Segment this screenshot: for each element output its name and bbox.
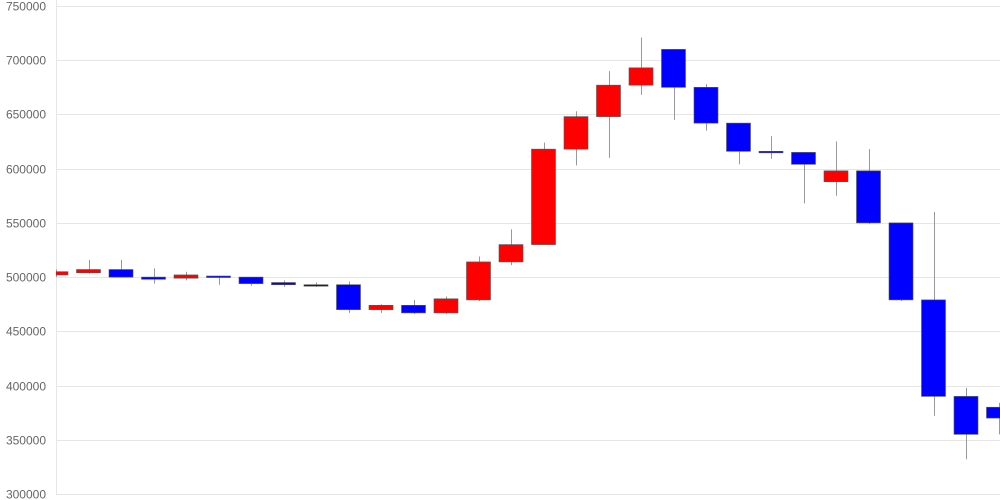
candle bbox=[888, 222, 914, 301]
candle bbox=[108, 259, 134, 278]
y-tick-label: 550000 bbox=[6, 217, 46, 231]
candle-body bbox=[433, 298, 459, 314]
candle-body bbox=[108, 269, 134, 278]
candle bbox=[921, 212, 946, 416]
candle bbox=[823, 141, 849, 196]
y-axis: 300000 350000 400000 450000 500000 550000 6000… bbox=[6, 0, 46, 500]
candle-body bbox=[303, 284, 329, 287]
candle bbox=[466, 256, 491, 301]
candle-body bbox=[791, 152, 816, 165]
candle bbox=[563, 111, 589, 166]
grid-lines bbox=[56, 0, 1000, 495]
candle-body bbox=[401, 305, 426, 314]
y-tick-label: 350000 bbox=[6, 434, 46, 448]
candle bbox=[336, 281, 361, 313]
candle-body bbox=[336, 284, 361, 310]
candle bbox=[791, 152, 816, 204]
candle-body bbox=[693, 87, 719, 124]
candle bbox=[661, 49, 686, 120]
y-tick-label: 750000 bbox=[6, 0, 46, 14]
candle bbox=[238, 276, 264, 286]
candle bbox=[56, 269, 69, 278]
candle-body bbox=[368, 305, 394, 310]
candle-body bbox=[661, 49, 686, 88]
candle-body bbox=[726, 122, 751, 152]
candle bbox=[953, 387, 979, 460]
candle bbox=[596, 71, 621, 158]
candle-body bbox=[466, 261, 491, 301]
candle bbox=[141, 268, 166, 284]
candle bbox=[76, 259, 101, 274]
candle-body bbox=[758, 151, 784, 154]
candle-body bbox=[531, 148, 556, 245]
candle bbox=[856, 149, 881, 224]
candle bbox=[303, 282, 329, 287]
candle-body bbox=[888, 222, 914, 301]
candle-body bbox=[986, 406, 1000, 419]
candle bbox=[498, 229, 524, 266]
candle-body bbox=[173, 274, 199, 279]
candle-body bbox=[238, 276, 264, 284]
candles bbox=[56, 37, 1000, 460]
candle-body bbox=[596, 84, 621, 117]
candle bbox=[531, 142, 556, 245]
candle-body bbox=[56, 271, 69, 276]
candle bbox=[758, 136, 784, 159]
candle bbox=[628, 37, 654, 95]
candle bbox=[433, 296, 459, 314]
candle bbox=[401, 299, 426, 314]
y-tick-label: 500000 bbox=[6, 271, 46, 285]
candle-body bbox=[921, 299, 946, 397]
candle-body bbox=[856, 170, 881, 224]
candle-body bbox=[823, 170, 849, 182]
y-tick-label: 450000 bbox=[6, 325, 46, 339]
y-tick-label: 700000 bbox=[6, 54, 46, 68]
candle bbox=[986, 402, 1000, 435]
candle bbox=[206, 275, 231, 285]
candle-body bbox=[271, 282, 296, 286]
candle-body bbox=[563, 116, 589, 150]
y-tick-label: 400000 bbox=[6, 380, 46, 394]
y-tick-label: 300000 bbox=[6, 488, 46, 500]
candle-body bbox=[141, 276, 166, 280]
candle-body bbox=[498, 244, 524, 263]
candle-body bbox=[953, 396, 979, 435]
y-tick-label: 600000 bbox=[6, 163, 46, 177]
candle bbox=[726, 122, 751, 165]
candle bbox=[173, 271, 199, 281]
candle bbox=[693, 84, 719, 131]
candle-body bbox=[76, 269, 101, 274]
y-tick-label: 650000 bbox=[6, 108, 46, 122]
candle bbox=[271, 280, 296, 287]
candle bbox=[368, 304, 394, 313]
candle-body bbox=[206, 275, 231, 278]
candle-body bbox=[628, 67, 654, 86]
